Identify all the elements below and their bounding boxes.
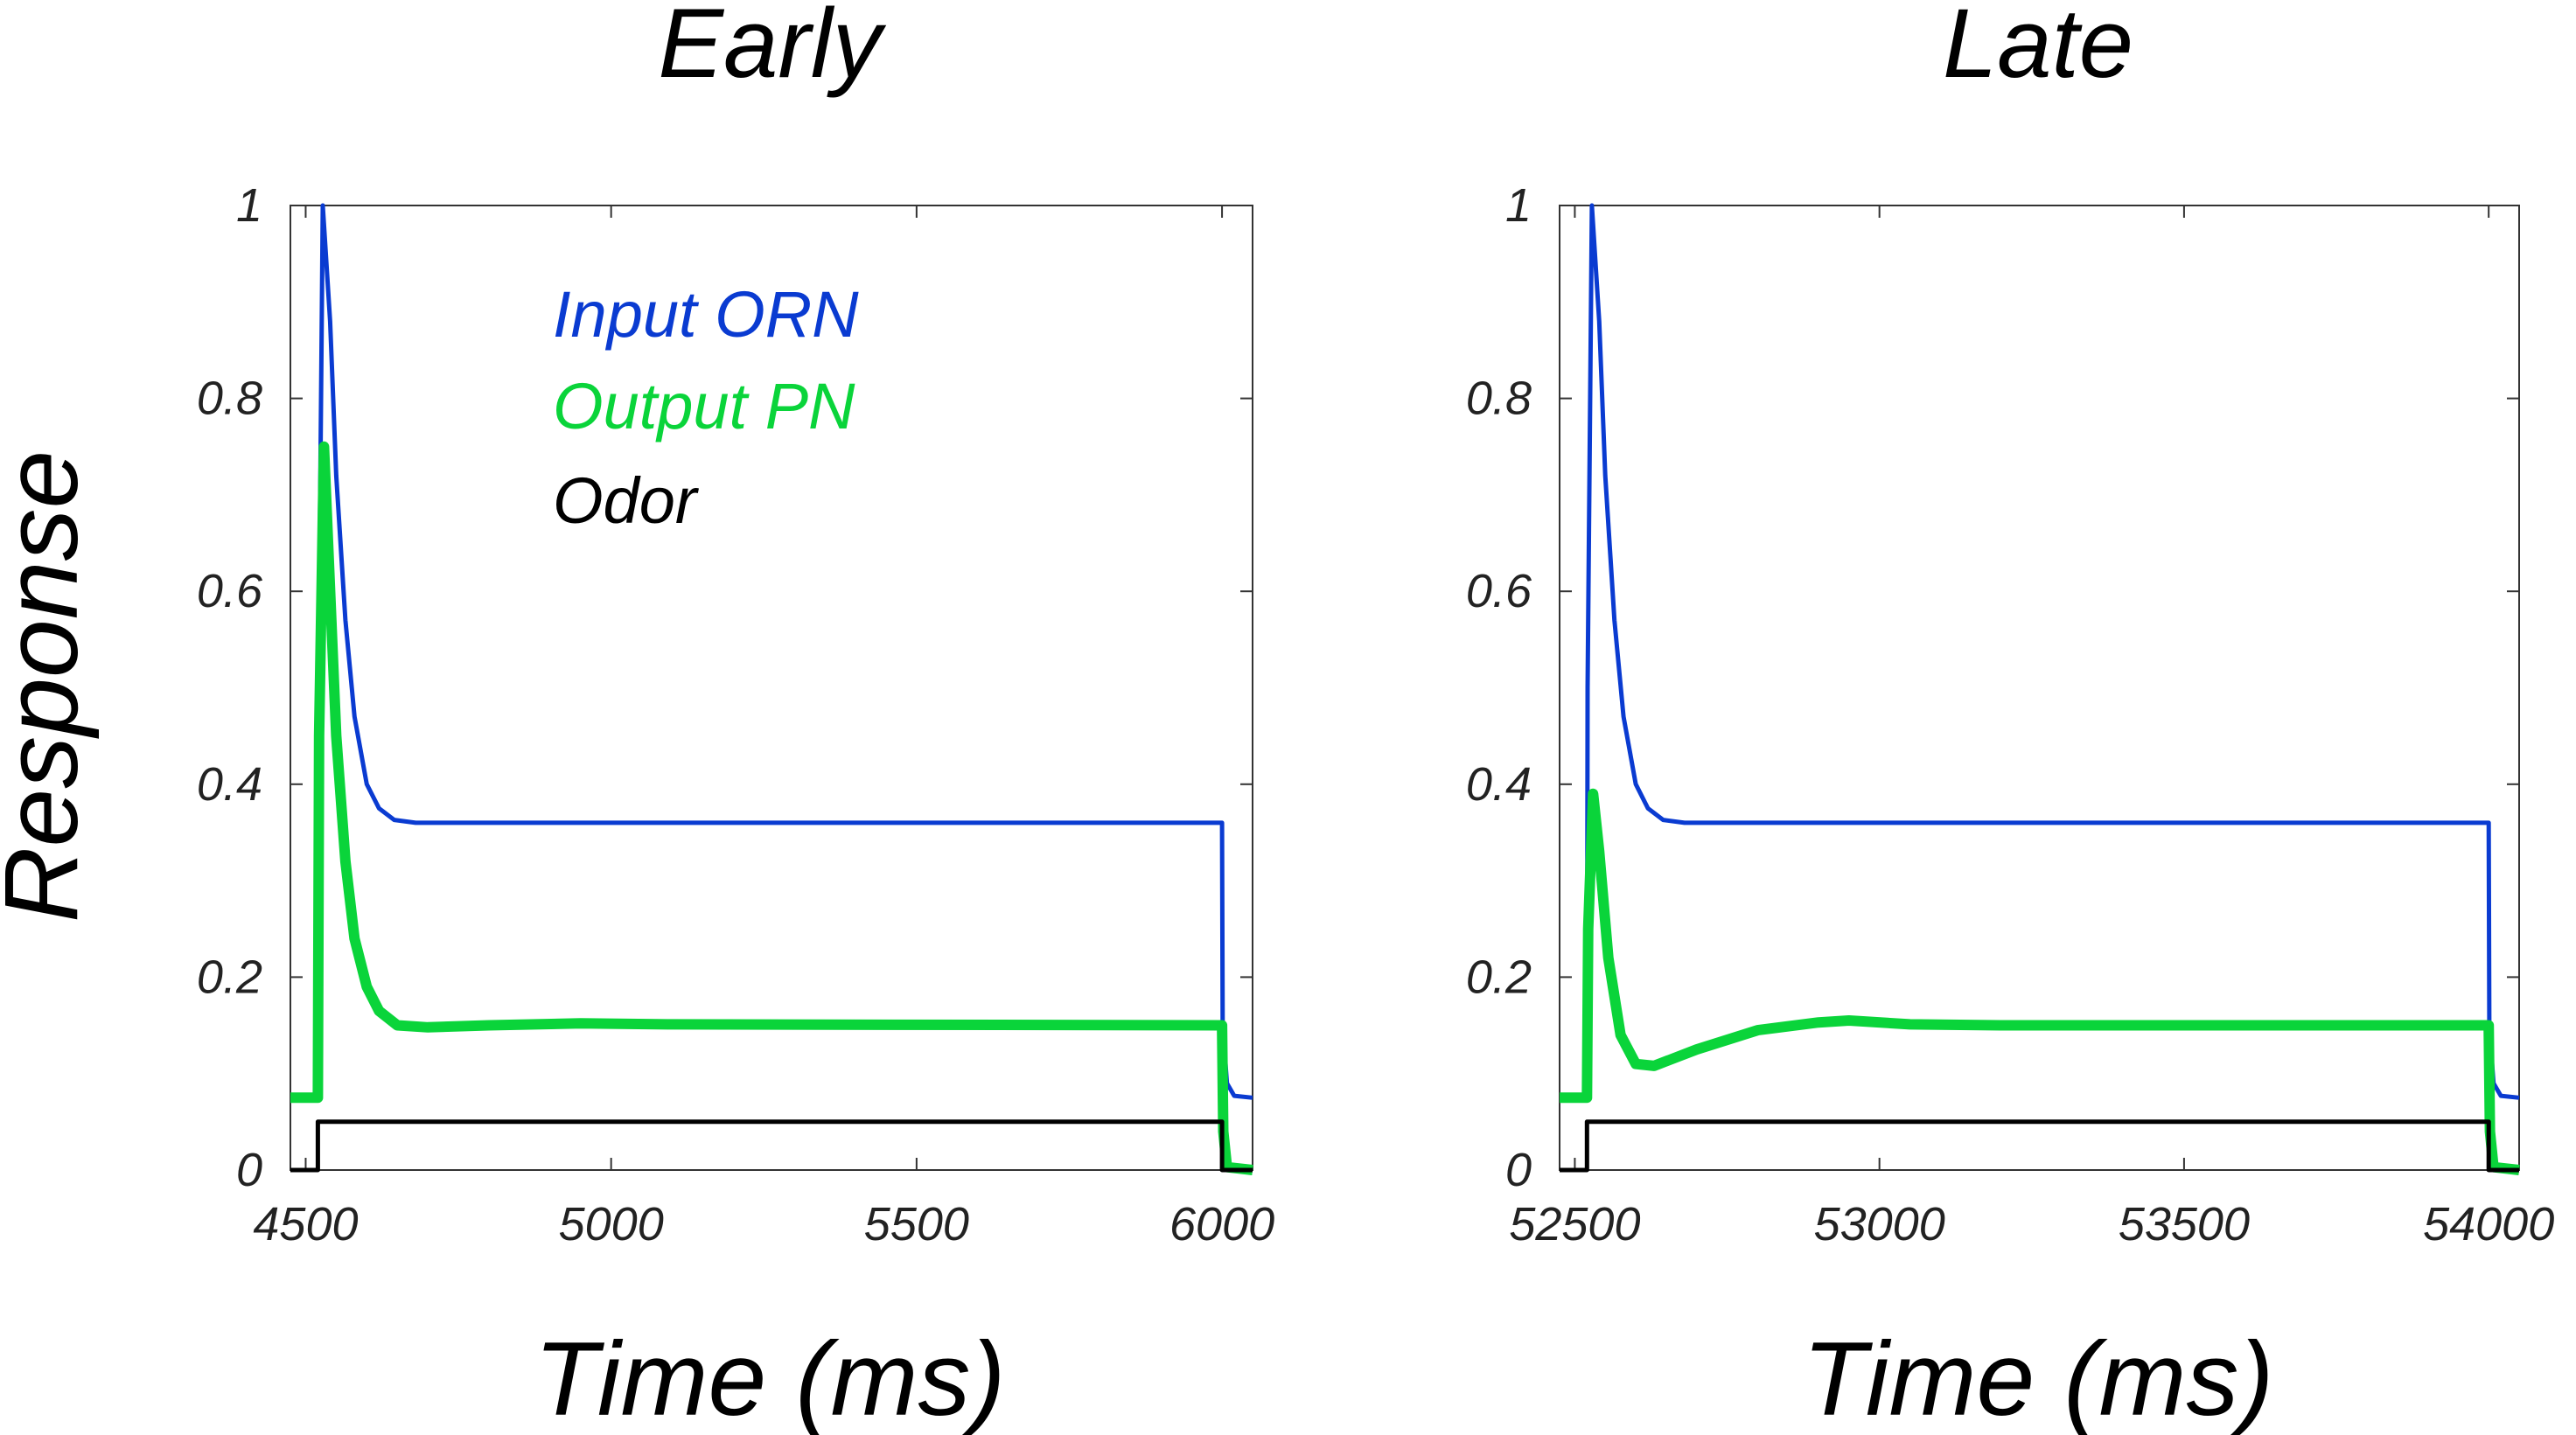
y-axis-title: Response <box>0 450 100 923</box>
series-line-odor <box>290 1119 1253 1173</box>
plot-frame <box>1559 205 2520 1171</box>
x-tick-label: 53500 <box>2119 1198 2250 1250</box>
panel-early: Early 0 0.2 0.4 0.6 0.8 1 4500 5000 5500 6000 Tim… <box>0 0 1274 1435</box>
y-tick-label: 0.8 <box>1466 373 1532 425</box>
y-tick-label: 1 <box>236 179 262 232</box>
y-tick-label: 0.2 <box>197 951 262 1003</box>
y-tick-label: 0.2 <box>1466 951 1532 1003</box>
y-tick-label: 0.4 <box>1466 758 1532 811</box>
series-line-input-orn <box>1560 203 2520 1100</box>
plot-area-early: 0 0.2 0.4 0.6 0.8 1 4500 5000 5500 6000 <box>197 179 1274 1250</box>
y-tick-label: 0.4 <box>197 758 262 811</box>
legend-label-odor: Odor <box>553 464 700 537</box>
x-tick-label: 6000 <box>1169 1198 1274 1250</box>
x-tick-label: 53000 <box>1814 1198 1945 1250</box>
plot-frame <box>290 205 1253 1171</box>
series-line-output-pn <box>1560 788 2520 1175</box>
legend-label-output-pn: Output PN <box>553 370 855 442</box>
panel-title-early: Early <box>658 0 886 98</box>
y-tick-label: 0 <box>236 1144 262 1196</box>
x-axis-title-late: Time (ms) <box>1803 1320 2274 1435</box>
x-tick-label: 4500 <box>253 1198 358 1250</box>
panel-title-late: Late <box>1943 0 2133 98</box>
series-line-odor <box>1560 1119 2519 1173</box>
x-axis-title-early: Time (ms) <box>534 1320 1006 1435</box>
y-tick-label: 0.8 <box>197 373 262 425</box>
y-tick-label: 1 <box>1505 179 1532 232</box>
y-tick-label: 0.6 <box>1466 565 1532 617</box>
x-tick-label: 5000 <box>559 1198 664 1250</box>
y-tick-label: 0 <box>1505 1144 1532 1196</box>
series-line-output-pn <box>290 441 1253 1175</box>
y-tick-label: 0.6 <box>197 565 263 617</box>
x-tick-label: 54000 <box>2423 1198 2554 1250</box>
x-tick-label: 52500 <box>1509 1198 1640 1250</box>
legend: Input ORN Output PN Odor <box>553 278 859 537</box>
x-tick-label: 5500 <box>864 1198 969 1250</box>
legend-label-input-orn: Input ORN <box>553 278 859 351</box>
plot-area-late: 0 0.2 0.4 0.6 0.8 1 52500 53000 53500 54000 <box>1466 179 2554 1250</box>
